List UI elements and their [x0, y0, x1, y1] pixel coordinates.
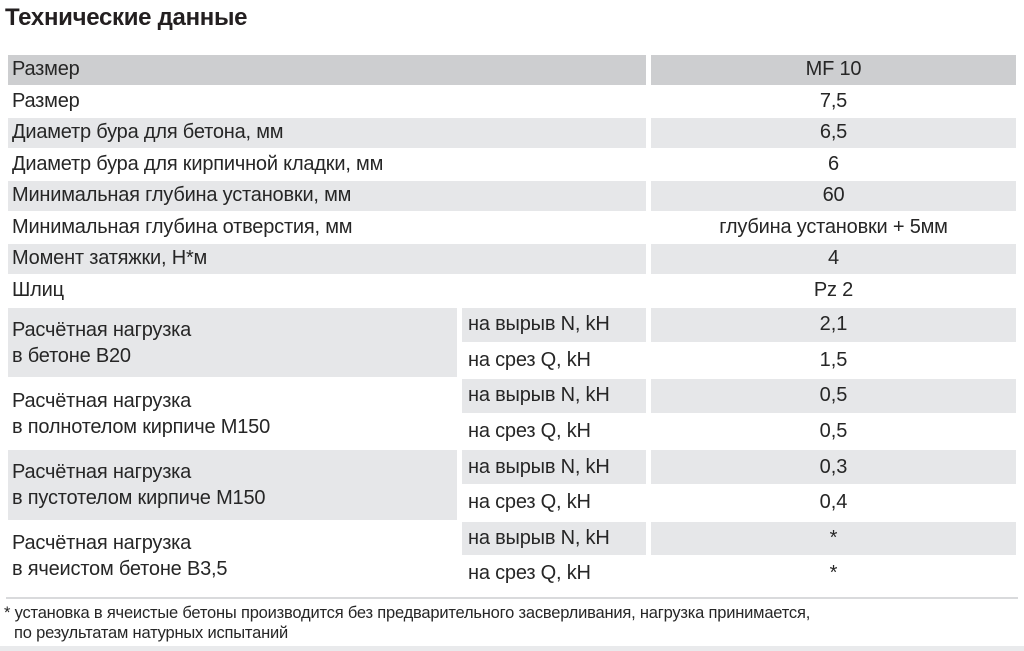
param-cell: на вырыв N, kН	[462, 308, 646, 342]
param-cell: Минимальная глубина отверстия, мм	[12, 215, 353, 238]
table-row: Минимальная глубина установки, мм 60	[8, 181, 1016, 211]
load-group-aerated-concrete-b35: Расчётная нагрузка в ячеистом бетоне В3,…	[8, 521, 1016, 593]
table-row: Размер MF 10	[8, 55, 1016, 85]
table-row: на вырыв N, kН 0,3	[462, 450, 1016, 484]
group-label-line2: в бетоне В20	[12, 344, 131, 367]
value-cell: 0,5	[651, 379, 1016, 413]
table-row: на срез Q, kН *	[462, 557, 1016, 591]
value-cell: 0,4	[819, 491, 848, 514]
value-cell: 6	[828, 152, 839, 175]
group-subrows: на вырыв N, kН 0,3 на срез Q, kН 0,4	[462, 450, 1016, 521]
group-label-cell: Расчётная нагрузка в полнотелом кирпиче …	[8, 379, 457, 448]
param-cell: на срез Q, kН	[468, 491, 591, 514]
tech-data-table: Размер MF 10 Размер 7,5 Диаметр бура для…	[8, 55, 1016, 593]
param-cell: на вырыв N, kН	[462, 521, 646, 556]
group-label-line2: в ячеистом бетоне В3,5	[12, 558, 228, 581]
load-group-solid-brick-m150: Расчётная нагрузка в полнотелом кирпиче …	[8, 379, 1016, 450]
value-cell: 0,5	[819, 420, 848, 443]
bottom-edge-strip	[0, 646, 1024, 651]
table-row: Минимальная глубина отверстия, мм глубин…	[8, 213, 1016, 243]
group-label-line2: в пустотелом кирпиче М150	[12, 486, 266, 509]
table-row: на срез Q, kН 1,5	[462, 344, 1016, 378]
value-cell: 6,5	[651, 118, 1016, 148]
group-label-line1: Расчётная нагрузка	[12, 389, 192, 412]
param-cell: Диаметр бура для кирпичной кладки, мм	[12, 152, 384, 175]
table-row: на срез Q, kН 0,5	[462, 415, 1016, 449]
param-cell: на вырыв N, kН	[462, 379, 646, 413]
value-cell: *	[651, 521, 1016, 556]
param-cell: Диаметр бура для бетона, мм	[8, 118, 646, 148]
param-cell: на вырыв N, kН	[462, 450, 646, 484]
group-subrows: на вырыв N, kН * на срез Q, kН *	[462, 521, 1016, 593]
group-label-line1: Расчётная нагрузка	[12, 460, 192, 483]
group-label-line1: Расчётная нагрузка	[12, 532, 192, 555]
group-label-cell: Расчётная нагрузка в ячеистом бетоне В3,…	[8, 522, 457, 591]
table-row: Шлиц Pz 2	[8, 276, 1016, 306]
footnote-line2: по результатам натурных испытаний	[14, 624, 289, 642]
param-cell: Размер	[8, 55, 646, 85]
param-cell: Момент затяжки, Н*м	[8, 244, 646, 274]
table-row: на вырыв N, kН *	[462, 521, 1016, 556]
value-cell: 7,5	[819, 89, 848, 112]
value-cell: 2,1	[651, 308, 1016, 342]
value-cell: 1,5	[819, 348, 848, 371]
param-cell: на срез Q, kН	[468, 348, 591, 371]
value-cell: глубина установки + 5мм	[719, 215, 948, 238]
table-row: на вырыв N, kН 0,5	[462, 379, 1016, 413]
group-label-cell: Расчётная нагрузка в пустотелом кирпиче …	[8, 450, 457, 520]
param-cell: Минимальная глубина установки, мм	[8, 181, 646, 211]
table-row: на вырыв N, kН 2,1	[462, 308, 1016, 342]
param-cell: на срез Q, kН	[468, 420, 591, 443]
load-group-concrete-b20: Расчётная нагрузка в бетоне В20 на вырыв…	[8, 308, 1016, 379]
param-cell: на срез Q, kН	[468, 562, 591, 585]
table-row: Момент затяжки, Н*м 4	[8, 244, 1016, 274]
value-cell: MF 10	[651, 55, 1016, 85]
table-row: Диаметр бура для бетона, мм 6,5	[8, 118, 1016, 148]
table-row: Диаметр бура для кирпичной кладки, мм 6	[8, 150, 1016, 180]
group-subrows: на вырыв N, kН 0,5 на срез Q, kН 0,5	[462, 379, 1016, 450]
group-label-line1: Расчётная нагрузка	[12, 318, 192, 341]
footnote: * установка в ячеистые бетоны производит…	[4, 603, 1004, 643]
param-cell: Размер	[12, 89, 80, 112]
table-bottom-divider	[6, 597, 1018, 599]
group-label-line2: в полнотелом кирпиче М150	[12, 415, 270, 438]
group-label-cell: Расчётная нагрузка в бетоне В20	[8, 308, 457, 378]
value-cell: *	[829, 562, 838, 585]
value-cell: 0,3	[651, 450, 1016, 484]
param-cell: Шлиц	[12, 278, 64, 301]
value-cell: Pz 2	[813, 278, 854, 301]
table-row: Размер 7,5	[8, 87, 1016, 117]
load-group-hollow-brick-m150: Расчётная нагрузка в пустотелом кирпиче …	[8, 450, 1016, 521]
footnote-line1: * установка в ячеистые бетоны производит…	[4, 604, 811, 622]
value-cell: 60	[651, 181, 1016, 211]
page-title: Технические данные	[5, 4, 248, 31]
group-subrows: на вырыв N, kН 2,1 на срез Q, kН 1,5	[462, 308, 1016, 379]
value-cell: 4	[651, 244, 1016, 274]
table-row: на срез Q, kН 0,4	[462, 486, 1016, 520]
load-rating-section: Расчётная нагрузка в бетоне В20 на вырыв…	[8, 308, 1016, 593]
